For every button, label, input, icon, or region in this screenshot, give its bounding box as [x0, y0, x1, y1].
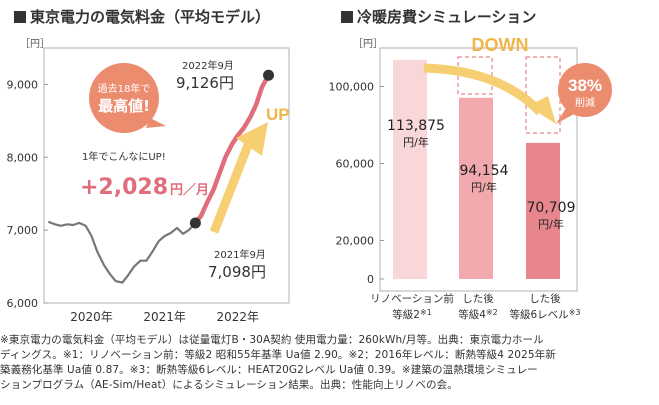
bar-1: [393, 59, 427, 280]
title-square-icon: [14, 11, 26, 23]
right-chart-title: 冷暖房費シミュレーション: [341, 6, 536, 27]
badge-record-text: 最高値!: [98, 97, 150, 115]
left-ytick-label: 7,000: [7, 224, 39, 237]
category-note: ※1: [420, 308, 432, 317]
badge-period-text: 過去18年で: [98, 82, 151, 95]
left-plot-frame: [43, 47, 290, 304]
right-ytick-label: 20,000: [336, 235, 375, 248]
charts-canvas: ［円］ 9,000 8,000 7,000 6,000 2020年 2021年 2022年…: [7, 35, 612, 324]
left-y-axis: 9,000 8,000 7,000 6,000: [7, 78, 48, 310]
bar-value-label: 113,875: [387, 118, 445, 134]
reduction-badge-tail: [556, 108, 574, 124]
bar-2: [459, 97, 493, 280]
left-unit-label: ［円］: [20, 38, 50, 50]
bar-value-label: 94,154: [460, 163, 509, 179]
reduction-badge: [558, 63, 612, 117]
left-title-text: 東京電力の電気料金（平均モデル）: [30, 8, 271, 26]
down-dashed-box-1: [457, 56, 493, 95]
high-point-value: 9,126円: [176, 74, 234, 92]
left-ytick-label: 6,000: [7, 297, 39, 310]
category-grade: 等級2: [392, 308, 420, 321]
left-xtick-label: 2021年: [143, 310, 186, 324]
up-arrow-head-icon: [236, 122, 268, 156]
left-series-red-line: [193, 72, 271, 226]
left-xtick-label: 2022年: [217, 310, 260, 324]
bar-value-unit: 円/年: [403, 135, 429, 149]
electricity-line-chart: ［円］ 9,000 8,000 7,000 6,000 2020年 2021年 2022年…: [7, 38, 290, 324]
category-label-line2: 等級2※1: [392, 308, 431, 321]
left-series-group: [47, 69, 275, 284]
left-ytick-label: 9,000: [7, 78, 39, 91]
category-grade: 等級6レベル: [510, 308, 569, 321]
bar-3: [526, 142, 560, 279]
category-grade: 等級4: [458, 308, 486, 321]
high-point-marker: [263, 69, 275, 81]
footnote: ※東京電力の電気料金（平均モデル）は従量電灯B・30A契約 使用電力量：260k…: [0, 333, 657, 393]
left-x-axis: 2020年 2021年 2022年: [70, 310, 259, 324]
low-point-date: 2021年9月: [214, 248, 266, 261]
down-label: DOWN: [472, 35, 529, 55]
bar-value-unit: 円/年: [471, 180, 497, 194]
footnote-line-4: ションプログラム（AE-Sim/Heat）によるシミュレーション結果。出典：性能…: [0, 379, 458, 391]
increase-number: +2,028: [80, 175, 168, 200]
footnote-line-2: ディングス。※1：リノベーション前：等級2 昭和55年基準 Ua値 2.90。※…: [0, 349, 556, 361]
reduction-label: 削減: [575, 96, 595, 109]
right-ytick-label: 100,000: [329, 81, 375, 94]
record-badge-tail: [146, 118, 166, 128]
reduction-value: 38%: [568, 76, 602, 95]
category-note: ※2: [486, 308, 498, 317]
down-arrow-shaft: [423, 63, 544, 116]
down-arrow-head-icon: [528, 96, 556, 124]
up-arrow-shaft: [209, 138, 255, 234]
right-y-axis: 100,000 60,000 20,000 0: [329, 81, 384, 286]
title-square-icon: [341, 11, 353, 23]
category-label-line2: 等級6レベル※3: [510, 308, 581, 321]
left-xtick-label: 2020年: [70, 310, 113, 324]
increase-label: 1年でこんなにUP!: [82, 150, 166, 163]
right-ytick-label: 0: [367, 273, 374, 286]
footnote-line-3: 築義務化基準 Ua値 0.87。※3：断熱等級6レベル：HEAT20G2レベル …: [0, 364, 538, 376]
category-label-line1: した後: [529, 292, 561, 305]
low-point-marker: [189, 217, 201, 229]
right-title-text: 冷暖房費シミュレーション: [357, 8, 537, 26]
left-chart-title: 東京電力の電気料金（平均モデル）: [14, 6, 270, 27]
high-point-date: 2022年9月: [182, 59, 234, 72]
increase-value: +2,028 円／月: [80, 175, 209, 200]
category-note: ※3: [569, 308, 581, 317]
record-badge: [89, 63, 159, 133]
bar-value-label: 70,709: [527, 200, 576, 216]
category-label-line2: 等級4※2: [458, 308, 497, 321]
bar-value-unit: 円/年: [538, 217, 564, 231]
up-label: UP: [266, 105, 290, 124]
increase-unit: 円／月: [170, 182, 209, 198]
footnote-line-1: ※東京電力の電気料金（平均モデル）は従量電灯B・30A契約 使用電力量：260k…: [0, 334, 544, 346]
right-unit-label: ［円］: [353, 38, 383, 50]
low-point-value: 7,098円: [208, 263, 266, 281]
category-label-line1: した後: [462, 292, 494, 305]
left-series-gray-line: [47, 221, 197, 284]
left-ytick-label: 8,000: [7, 151, 39, 164]
category-label-line1: リノベーション前: [370, 292, 454, 305]
right-ytick-label: 60,000: [336, 158, 375, 171]
